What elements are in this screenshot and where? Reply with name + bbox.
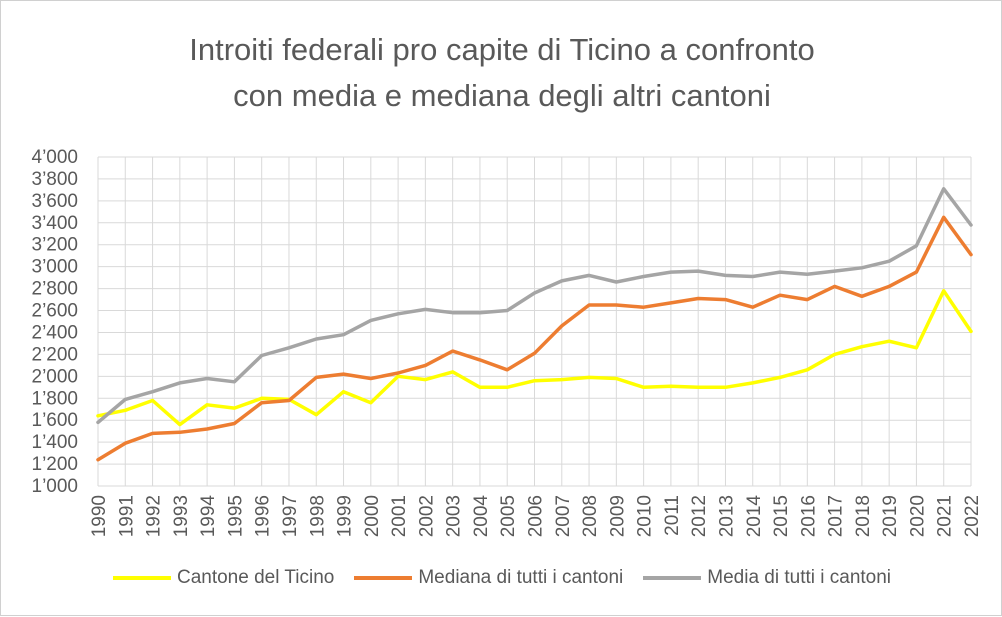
x-tick-label: 1997 xyxy=(280,495,301,537)
x-axis: 1990 1991 1992 1993 1994 1995 1996 1997 1998 1999… xyxy=(89,495,983,538)
x-tick-label: 2008 xyxy=(580,495,601,537)
x-tick-label: 1991 xyxy=(116,495,137,537)
x-tick-label: 2022 xyxy=(962,495,983,537)
chart-title-line-1: Introiti federali pro capite di Ticino a… xyxy=(189,32,815,67)
y-axis: 1’0001’2001’4001’6001’8002’0002’2002’400… xyxy=(32,147,79,497)
x-tick-label: 2002 xyxy=(416,495,437,537)
x-tick-label: 2005 xyxy=(498,495,519,537)
legend-swatch-media xyxy=(643,576,702,580)
y-tick-label: 2’600 xyxy=(32,301,79,322)
x-tick-label: 2001 xyxy=(389,495,410,537)
gridlines xyxy=(97,156,972,487)
x-tick-label: 1998 xyxy=(307,495,328,537)
chart-title: Introiti federali pro capite di Ticino a… xyxy=(1,27,1002,119)
y-tick-label: 3’600 xyxy=(32,191,79,212)
x-tick-label: 2004 xyxy=(471,495,492,538)
legend-swatch-ticino xyxy=(112,576,171,580)
legend-item-mediana: Mediana di tutti i cantoni xyxy=(354,567,623,589)
x-tick-label: 2019 xyxy=(880,495,901,537)
legend-swatch-mediana xyxy=(354,576,413,580)
y-tick-label: 3’000 xyxy=(32,257,79,278)
x-tick-label: 1993 xyxy=(171,495,192,537)
x-tick-label: 2015 xyxy=(771,495,792,537)
x-tick-label: 2010 xyxy=(635,495,656,537)
y-tick-label: 2’200 xyxy=(32,344,79,365)
x-tick-label: 2013 xyxy=(716,495,737,537)
y-tick-label: 2’000 xyxy=(32,366,79,387)
y-tick-label: 4’000 xyxy=(32,147,79,168)
y-tick-label: 1’000 xyxy=(32,476,79,497)
legend-label-ticino: Cantone del Ticino xyxy=(176,567,335,588)
legend-item-ticino: Cantone del Ticino xyxy=(112,567,335,589)
x-tick-label: 2003 xyxy=(444,495,465,537)
x-tick-label: 1992 xyxy=(144,495,165,537)
y-tick-label: 3’400 xyxy=(32,213,79,234)
y-tick-label: 1’800 xyxy=(32,388,79,409)
x-tick-label: 2017 xyxy=(826,495,847,537)
x-tick-label: 2006 xyxy=(526,495,547,537)
y-tick-label: 1’600 xyxy=(32,410,79,431)
y-tick-label: 2’400 xyxy=(32,322,79,343)
x-tick-label: 1994 xyxy=(198,495,219,538)
x-tick-label: 2011 xyxy=(662,495,683,536)
x-tick-label: 2021 xyxy=(935,495,956,537)
legend-label-media: Media di tutti i cantoni xyxy=(707,567,892,588)
x-tick-label: 2000 xyxy=(362,495,383,537)
x-tick-label: 2009 xyxy=(607,495,628,537)
series-line-3 xyxy=(96,187,973,425)
x-tick-label: 1999 xyxy=(335,495,356,537)
x-tick-label: 2018 xyxy=(853,495,874,537)
legend-item-media: Media di tutti i cantoni xyxy=(643,567,891,589)
x-tick-label: 2020 xyxy=(907,495,928,537)
legend-label-mediana: Mediana di tutti i cantoni xyxy=(418,567,624,588)
x-tick-label: 1995 xyxy=(225,495,246,537)
legend: Cantone del Ticino Mediana di tutti i ca… xyxy=(1,563,1002,593)
x-tick-label: 2012 xyxy=(689,495,710,537)
series-line-2 xyxy=(96,215,973,462)
x-tick-label: 2014 xyxy=(744,495,765,538)
y-tick-label: 1’200 xyxy=(32,454,79,475)
y-tick-label: 1’400 xyxy=(32,432,79,453)
y-tick-label: 3’800 xyxy=(32,169,79,190)
x-tick-label: 2007 xyxy=(553,495,574,537)
chart-title-line-2: con media e mediana degli altri cantoni xyxy=(233,78,771,113)
x-tick-label: 1990 xyxy=(89,495,110,537)
x-tick-label: 2016 xyxy=(798,495,819,537)
y-tick-label: 3’200 xyxy=(32,235,79,256)
x-tick-label: 1996 xyxy=(253,495,274,537)
series-line-1 xyxy=(96,289,973,427)
series-lines xyxy=(96,187,973,462)
y-tick-label: 2’800 xyxy=(32,279,79,300)
